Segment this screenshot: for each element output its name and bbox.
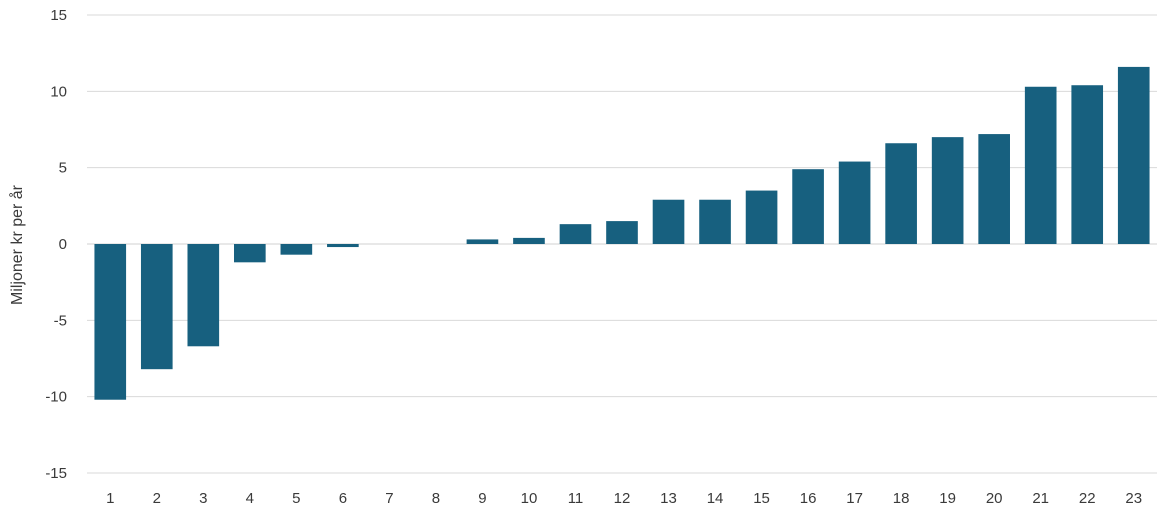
x-tick-label: 11 (568, 490, 584, 507)
x-tick-label: 3 (199, 490, 207, 507)
x-tick-label: 1 (106, 490, 114, 507)
bar (140, 244, 173, 370)
y-tick-label: -10 (45, 389, 67, 406)
bar (745, 190, 778, 244)
bar (234, 244, 266, 263)
y-tick-label: -15 (45, 465, 67, 482)
bar (1071, 85, 1104, 244)
x-tick-label: 9 (478, 490, 486, 507)
x-tick-label: 5 (292, 490, 300, 507)
bar (187, 244, 220, 347)
x-tick-label: 7 (385, 490, 393, 507)
x-tick-label: 18 (893, 490, 910, 507)
bar (1117, 66, 1150, 244)
x-tick-label: 10 (521, 490, 538, 507)
y-tick-label: 0 (59, 236, 67, 253)
x-axis-tick-labels: 1 2 3 4 5 6 7 8 9 10 11 12 13 14 15 16 17 18 19 20 21 22 23 (106, 490, 1142, 507)
x-tick-label: 12 (614, 490, 631, 507)
bar (606, 221, 638, 244)
bar (280, 244, 313, 255)
x-tick-label: 23 (1125, 490, 1142, 507)
x-tick-label: 14 (707, 490, 724, 507)
x-tick-label: 15 (753, 490, 770, 507)
y-axis-tick-labels: -15 -10 -5 0 5 10 15 (45, 7, 67, 482)
y-tick-label: 10 (50, 83, 67, 100)
x-tick-label: 13 (660, 490, 677, 507)
bar (699, 199, 731, 244)
bar (513, 237, 545, 244)
bar (466, 239, 499, 244)
bar (327, 244, 359, 248)
x-tick-label: 6 (339, 490, 347, 507)
bar (978, 134, 1010, 244)
bars (94, 66, 1150, 400)
x-tick-label: 19 (939, 490, 956, 507)
bar (838, 161, 871, 244)
bar (885, 143, 917, 244)
bar (652, 199, 685, 244)
bar (1024, 86, 1057, 245)
x-tick-label: 22 (1079, 490, 1096, 507)
x-tick-label: 17 (846, 490, 863, 507)
bar (931, 137, 964, 244)
x-tick-label: 20 (986, 490, 1003, 507)
x-tick-label: 4 (246, 490, 254, 507)
y-tick-label: 5 (59, 160, 67, 177)
x-tick-label: 8 (432, 490, 440, 507)
bar (559, 224, 592, 244)
x-tick-label: 2 (153, 490, 161, 507)
x-tick-label: 16 (800, 490, 817, 507)
x-tick-label: 21 (1032, 490, 1049, 507)
bar (792, 169, 824, 244)
bar (94, 244, 127, 400)
y-axis-title: Miljoner kr per år (8, 184, 26, 305)
y-tick-label: 15 (50, 7, 67, 24)
y-tick-label: -5 (54, 312, 67, 329)
